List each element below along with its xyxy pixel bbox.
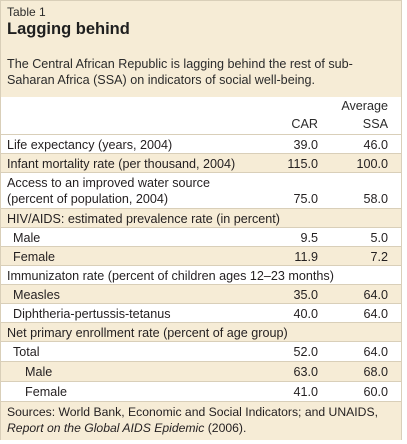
ssa-value: 68.0 <box>363 365 388 379</box>
car-value: 115.0 <box>287 157 318 171</box>
row-label: Access to an improved water source <box>7 176 210 190</box>
row-label-continued: (percent of population, 2004) <box>7 192 169 206</box>
report-year: (2006). <box>204 421 247 435</box>
ssa-value: 64.0 <box>363 307 388 321</box>
table-row: Life expectancy (years, 2004) 39.0 46.0 <box>1 134 401 154</box>
table-row: Male 9.5 5.0 <box>1 227 401 247</box>
table-row: Infant mortality rate (per thousand, 200… <box>1 153 401 173</box>
car-value: 39.0 <box>293 138 318 152</box>
sources-line-1: Sources: World Bank, Economic and Social… <box>7 405 378 419</box>
car-value: 75.0 <box>293 192 318 206</box>
row-label: Male <box>13 231 41 245</box>
table-row: Female 41.0 60.0 <box>1 381 401 402</box>
row-label: Female <box>13 250 55 264</box>
ssa-value: 7.2 <box>370 250 388 264</box>
row-label: Life expectancy (years, 2004) <box>7 138 173 152</box>
table-row: Female 11.9 7.2 <box>1 246 401 266</box>
car-value: 63.0 <box>293 365 318 379</box>
report-title: Report on the Global AIDS Epidemic <box>7 421 205 435</box>
row-label: Female <box>25 385 67 399</box>
table-row: Male 63.0 68.0 <box>1 361 401 382</box>
table-row: Total 52.0 64.0 <box>1 341 401 362</box>
table-number: Table 1 <box>7 5 46 19</box>
table-section-heading: Immunizaton rate (percent of children ag… <box>1 265 401 285</box>
ssa-value: 5.0 <box>370 231 388 245</box>
car-value: 9.5 <box>300 231 318 245</box>
column-header-average: Average <box>341 99 388 113</box>
row-label: Diphtheria-pertussis-tetanus <box>13 307 171 321</box>
column-header-ssa: SSA <box>362 117 388 131</box>
ssa-value: 58.0 <box>363 192 388 206</box>
table-section-heading: Net primary enrollment rate (percent of … <box>1 322 401 342</box>
sources-line-2: Report on the Global AIDS Epidemic (2006… <box>7 421 246 435</box>
section-label: Net primary enrollment rate (percent of … <box>7 326 288 340</box>
row-label: Measles <box>13 288 60 302</box>
table-title: Lagging behind <box>7 20 130 38</box>
table-row: Measles 35.0 64.0 <box>1 284 401 304</box>
table-section-heading: HIV/AIDS: estimated prevalence rate (in … <box>1 208 401 228</box>
ssa-value: 64.0 <box>363 288 388 302</box>
ssa-value: 64.0 <box>363 345 388 359</box>
ssa-value: 46.0 <box>363 138 388 152</box>
car-value: 11.9 <box>294 250 318 264</box>
car-value: 40.0 <box>293 307 318 321</box>
table-box: Table 1 Lagging behind The Central Afric… <box>0 0 402 440</box>
section-label: HIV/AIDS: estimated prevalence rate (in … <box>7 212 280 226</box>
ssa-value: 100.0 <box>356 157 388 171</box>
column-header-car: CAR <box>291 117 318 131</box>
table-subtitle: The Central African Republic is lagging … <box>7 57 353 87</box>
row-label: Total <box>13 345 40 359</box>
row-label: Male <box>25 365 53 379</box>
table-row: Diphtheria-pertussis-tetanus 40.0 64.0 <box>1 303 401 323</box>
table-row: Access to an improved water source (perc… <box>1 172 401 209</box>
section-label: Immunizaton rate (percent of children ag… <box>7 269 334 283</box>
table-header: Table 1 Lagging behind The Central Afric… <box>1 1 401 97</box>
car-value: 41.0 <box>293 385 318 399</box>
row-label: Infant mortality rate (per thousand, 200… <box>7 157 236 171</box>
table-sources: Sources: World Bank, Economic and Social… <box>1 401 401 440</box>
ssa-value: 60.0 <box>363 385 388 399</box>
car-value: 35.0 <box>293 288 318 302</box>
car-value: 52.0 <box>293 345 318 359</box>
